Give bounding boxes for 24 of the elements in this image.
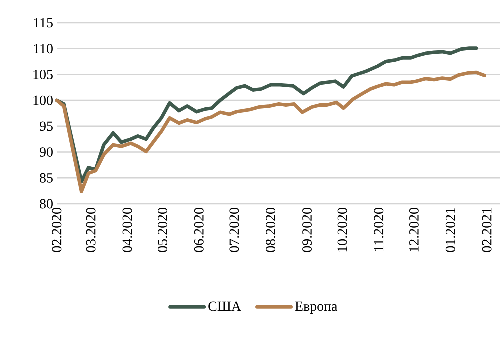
y-tick-label: 80 [40,199,53,209]
x-tick-label: 10.2020 [338,208,348,252]
x-tick-label: 09.2020 [302,208,312,252]
x-tick-label: 07.2020 [230,208,240,252]
x-tick-label: 04.2020 [122,208,132,252]
y-tick-label: 95 [40,122,53,132]
legend-label: Европа [295,302,338,314]
y-tick-label: 90 [40,148,53,157]
x-tick-label: 02.2020 [52,208,62,252]
y-tick-label: 85 [40,173,53,183]
x-tick-label: 03.2020 [86,208,96,252]
y-tick-label: 115 [34,18,53,28]
y-tick-label: 105 [34,70,53,80]
y-tick-label: 110 [34,44,53,54]
x-tick-label: 05.2020 [158,208,168,252]
x-tick-label: 01.2021 [446,208,456,252]
x-tick-label: 06.2020 [194,208,204,252]
line-series [55,70,486,194]
x-tick-label: 11.2020 [374,208,384,252]
x-tick-label: 08.2020 [266,208,276,252]
legend-label: США [208,302,242,312]
y-tick-label: 100 [34,96,53,106]
x-tick-label: 12.2020 [409,208,419,252]
x-tick-label: 02.2021 [482,208,492,252]
